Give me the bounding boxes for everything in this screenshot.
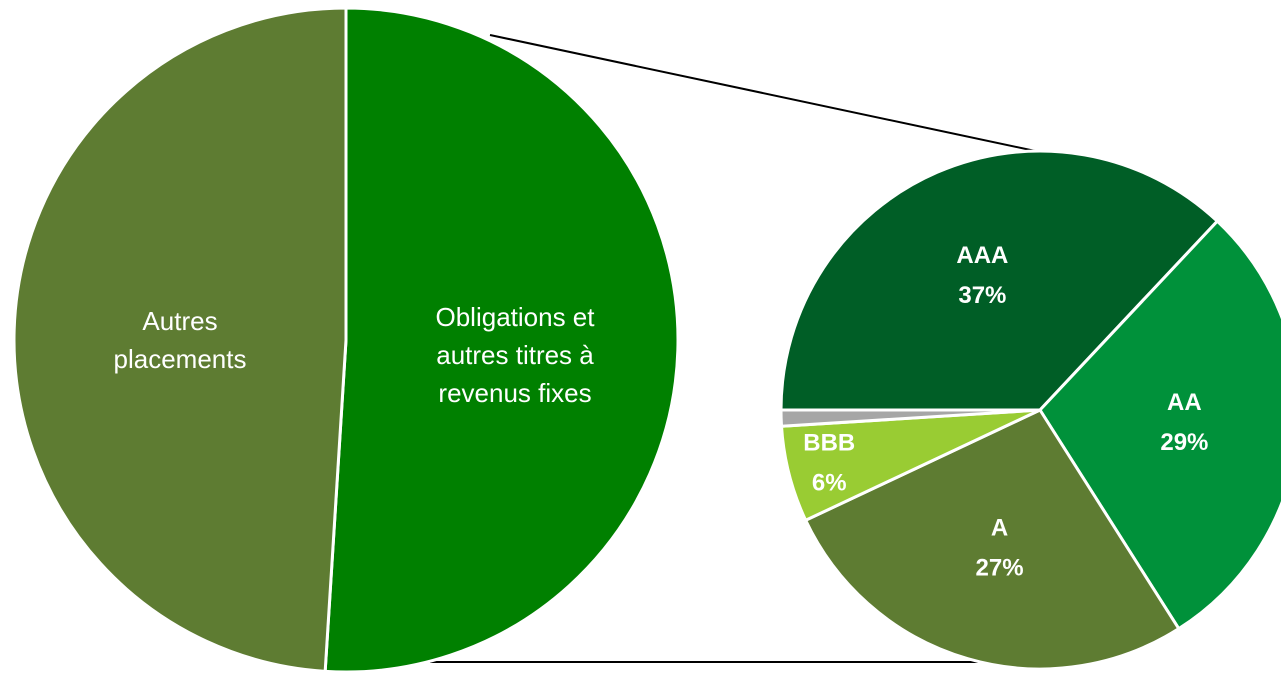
slice-value: 29% (1160, 429, 1208, 456)
pie-slice (803, 408, 1181, 671)
pie-slice (779, 408, 1041, 428)
slice-value: 6% (812, 469, 847, 496)
slice-value: 37% (958, 282, 1006, 309)
slice-category: AAA (956, 242, 1008, 269)
pie-slice (779, 149, 1220, 412)
pie-slice (323, 6, 680, 673)
slice-category: AA (1167, 389, 1202, 416)
slice-label: Obligations et autres titres à revenus f… (435, 302, 595, 408)
slice-category: BBB (803, 429, 855, 456)
connector-line (489, 34, 1041, 153)
slice-label: Autres placements (113, 306, 247, 374)
slice-category: A (991, 515, 1008, 542)
pie-slice (1038, 219, 1281, 631)
pie-slice (12, 6, 348, 673)
slice-value: 27% (976, 555, 1024, 582)
